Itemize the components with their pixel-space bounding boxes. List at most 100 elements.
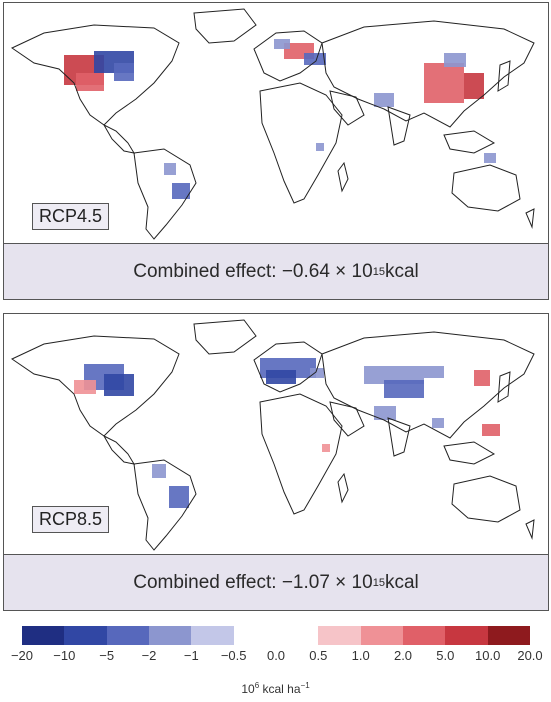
impact-patch bbox=[310, 368, 324, 378]
impact-patch bbox=[266, 370, 296, 384]
unit-base: 10 bbox=[241, 682, 255, 696]
legend-tick-label: 2.0 bbox=[393, 648, 413, 663]
legend-tick-label: 5.0 bbox=[436, 648, 455, 663]
impact-patch bbox=[424, 63, 464, 103]
legend-tick-label: −1 bbox=[183, 648, 199, 663]
land-outline bbox=[387, 417, 411, 457]
land-outline bbox=[337, 161, 349, 193]
land-outline bbox=[253, 30, 323, 82]
impact-patch bbox=[424, 366, 444, 378]
caption-prefix: Combined effect: bbox=[133, 571, 277, 593]
impact-patch bbox=[322, 444, 330, 452]
impact-patch bbox=[484, 153, 496, 163]
combined-effect-caption: Combined effect: −0.64 × 10 15 kcal bbox=[4, 243, 548, 299]
legend-cell bbox=[445, 626, 488, 645]
land-outline bbox=[102, 123, 136, 154]
caption-value: −0.64 × 10 bbox=[281, 260, 373, 282]
impact-patch bbox=[432, 418, 444, 428]
land-outline bbox=[10, 24, 180, 126]
map-panel-rcp45: RCP4.5 Combined effect: −0.64 × 10 15 kca… bbox=[3, 2, 549, 300]
legend-tick-label: 0.0 bbox=[266, 648, 286, 663]
legend-tick-label: −0.5 bbox=[220, 648, 247, 663]
impact-patch bbox=[152, 464, 166, 478]
land-outline bbox=[387, 106, 411, 146]
impact-patch bbox=[316, 143, 324, 151]
land-outline bbox=[259, 82, 343, 204]
legend-tick-label: 1.0 bbox=[351, 648, 370, 663]
land-outline bbox=[321, 20, 535, 128]
impact-patch bbox=[474, 370, 490, 386]
land-outline bbox=[133, 148, 197, 240]
impact-patch bbox=[304, 53, 326, 65]
caption-unit: kcal bbox=[384, 260, 419, 282]
unit-exponent: 6 bbox=[254, 681, 260, 690]
caption-unit: kcal bbox=[384, 571, 419, 593]
impact-patch bbox=[374, 93, 394, 107]
impact-patch bbox=[104, 374, 134, 396]
legend-tick-label: −10 bbox=[53, 648, 76, 663]
impact-patch bbox=[464, 73, 484, 99]
legend-cell bbox=[318, 626, 361, 645]
impact-patch bbox=[169, 486, 189, 508]
land-outline bbox=[497, 60, 511, 92]
color-scale-bar bbox=[22, 626, 530, 645]
legend-cell bbox=[233, 626, 276, 645]
land-outline bbox=[525, 519, 535, 540]
impact-patch bbox=[74, 380, 96, 394]
legend-cell bbox=[487, 626, 530, 645]
legend-tick-label: 20.0 bbox=[517, 648, 543, 663]
unit-text: kcal ha bbox=[259, 682, 301, 696]
legend-tick-label: 10.0 bbox=[475, 648, 501, 663]
land-outline bbox=[451, 475, 521, 523]
land-outline bbox=[329, 90, 365, 126]
color-scale-ticks: −20 −10 −5 −2 −1 −0.5 0.0 0.5 1.0 2.0 5.0 10.0 20.0 bbox=[0, 648, 551, 666]
legend-cell bbox=[148, 626, 192, 645]
land-outline bbox=[451, 164, 521, 212]
world-map-rcp45 bbox=[10, 8, 535, 240]
land-outline bbox=[321, 331, 535, 439]
world-map-rcp85 bbox=[10, 319, 535, 551]
impact-patch bbox=[374, 406, 396, 420]
legend-cell bbox=[191, 626, 234, 645]
legend-cell bbox=[64, 626, 107, 645]
land-outline bbox=[329, 401, 365, 437]
impact-patch bbox=[384, 380, 424, 398]
land-outline bbox=[337, 472, 349, 504]
impact-patch bbox=[172, 183, 190, 199]
land-outline bbox=[102, 434, 136, 465]
impact-patch bbox=[164, 163, 176, 175]
land-outline bbox=[253, 341, 323, 393]
land-outline bbox=[133, 459, 197, 551]
legend-tick-label: −20 bbox=[10, 648, 34, 663]
impact-patch bbox=[364, 366, 424, 384]
land-outline bbox=[497, 371, 511, 403]
color-scale-unit: 106 kcal ha−1 bbox=[0, 681, 551, 697]
legend-cell bbox=[360, 626, 403, 645]
land-outline bbox=[525, 208, 535, 229]
land-outline bbox=[259, 393, 343, 515]
legend-tick-label: −5 bbox=[99, 648, 115, 663]
scenario-label: RCP4.5 bbox=[32, 203, 110, 230]
caption-prefix: Combined effect: bbox=[133, 260, 277, 282]
impact-patch bbox=[482, 424, 500, 436]
scenario-label: RCP8.5 bbox=[32, 506, 110, 533]
legend-cell bbox=[22, 626, 65, 645]
land-outline bbox=[443, 130, 496, 154]
land-outline bbox=[443, 441, 496, 465]
impact-patch bbox=[76, 73, 104, 91]
caption-value: −1.07 × 10 bbox=[281, 571, 373, 593]
combined-effect-caption: Combined effect: −1.07 × 10 15 kcal bbox=[4, 554, 548, 610]
impact-patch bbox=[114, 63, 134, 81]
impact-patch bbox=[274, 39, 290, 49]
legend-tick-label: 0.5 bbox=[309, 648, 328, 663]
map-panel-rcp85: RCP8.5 Combined effect: −1.07 × 10 15 kca… bbox=[3, 313, 549, 611]
impact-patch bbox=[444, 53, 466, 67]
legend-cell bbox=[106, 626, 149, 645]
land-outline bbox=[193, 8, 257, 44]
legend-cell bbox=[402, 626, 446, 645]
land-outline bbox=[10, 335, 180, 437]
legend-cell bbox=[275, 626, 319, 645]
legend-tick-label: −2 bbox=[141, 648, 157, 663]
land-outline bbox=[193, 319, 257, 355]
unit-exponent-2: −1 bbox=[300, 681, 310, 690]
